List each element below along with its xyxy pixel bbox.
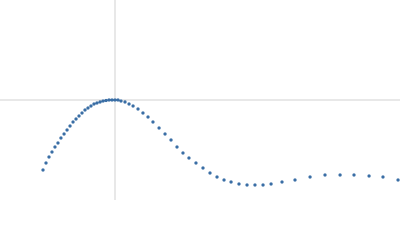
point xyxy=(136,107,140,111)
point xyxy=(127,102,131,106)
point xyxy=(74,117,78,121)
point xyxy=(83,108,87,112)
point xyxy=(338,173,342,177)
point xyxy=(169,138,173,142)
point xyxy=(41,168,45,172)
point xyxy=(201,166,205,170)
point xyxy=(181,151,185,155)
point xyxy=(293,178,297,182)
point xyxy=(86,106,90,110)
point xyxy=(65,128,69,132)
point xyxy=(215,175,219,179)
point xyxy=(53,145,57,149)
point xyxy=(237,182,241,186)
point xyxy=(245,183,249,187)
point xyxy=(222,178,226,182)
point xyxy=(107,98,111,102)
point xyxy=(396,178,400,182)
point xyxy=(92,102,96,106)
point xyxy=(71,120,75,124)
point xyxy=(80,111,84,115)
point xyxy=(56,141,60,145)
point xyxy=(47,155,51,159)
point xyxy=(44,161,48,165)
point xyxy=(131,104,135,108)
point xyxy=(110,98,114,102)
point xyxy=(101,99,105,103)
point xyxy=(95,101,99,105)
point xyxy=(62,132,66,136)
point xyxy=(123,100,127,104)
point xyxy=(89,104,93,108)
point xyxy=(352,173,356,177)
point xyxy=(68,124,72,128)
point xyxy=(104,98,108,103)
point xyxy=(261,183,265,187)
point xyxy=(280,180,284,184)
point xyxy=(187,156,191,160)
point xyxy=(113,98,117,102)
point xyxy=(367,174,371,178)
point xyxy=(208,171,212,175)
point xyxy=(323,173,327,177)
point xyxy=(175,145,179,149)
point xyxy=(59,136,63,140)
point xyxy=(163,132,167,136)
point xyxy=(381,175,385,179)
point xyxy=(157,126,161,130)
point xyxy=(194,161,198,165)
point xyxy=(253,183,257,187)
point xyxy=(119,99,123,103)
point xyxy=(50,150,54,154)
point xyxy=(146,115,150,119)
page: {"chart_data": {"type": "scatter", "colo… xyxy=(0,0,400,200)
point xyxy=(141,111,145,115)
point xyxy=(98,100,102,104)
point xyxy=(116,98,120,102)
point xyxy=(77,114,81,118)
point xyxy=(229,180,233,184)
chart xyxy=(0,0,400,200)
point xyxy=(269,182,273,186)
point xyxy=(308,175,312,179)
point xyxy=(151,120,155,124)
